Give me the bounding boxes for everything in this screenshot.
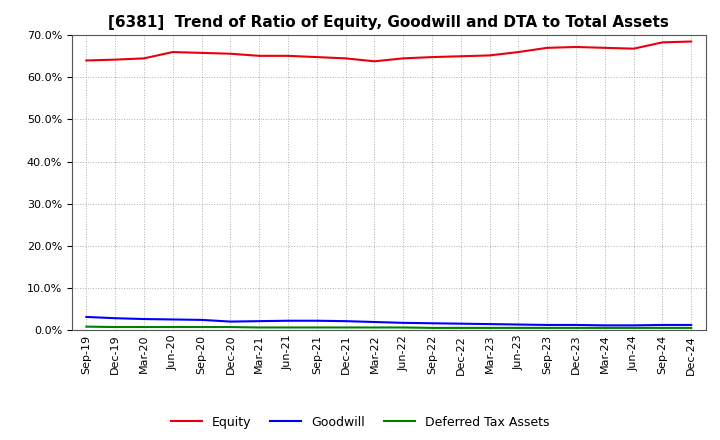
Deferred Tax Assets <box>629 325 638 330</box>
Equity <box>370 59 379 64</box>
Deferred Tax Assets <box>485 325 494 330</box>
Title: [6381]  Trend of Ratio of Equity, Goodwill and DTA to Total Assets: [6381] Trend of Ratio of Equity, Goodwil… <box>109 15 669 30</box>
Legend: Equity, Goodwill, Deferred Tax Assets: Equity, Goodwill, Deferred Tax Assets <box>166 411 554 434</box>
Goodwill <box>687 323 696 328</box>
Goodwill <box>255 319 264 324</box>
Goodwill <box>226 319 235 324</box>
Equity <box>428 55 436 60</box>
Goodwill <box>629 323 638 328</box>
Goodwill <box>658 323 667 328</box>
Deferred Tax Assets <box>370 325 379 330</box>
Deferred Tax Assets <box>687 325 696 330</box>
Deferred Tax Assets <box>428 325 436 330</box>
Goodwill <box>485 322 494 327</box>
Equity <box>111 57 120 62</box>
Deferred Tax Assets <box>514 325 523 330</box>
Equity <box>399 56 408 61</box>
Equity <box>485 53 494 58</box>
Goodwill <box>370 319 379 325</box>
Equity <box>226 51 235 56</box>
Deferred Tax Assets <box>600 325 609 330</box>
Deferred Tax Assets <box>341 325 350 330</box>
Deferred Tax Assets <box>312 325 321 330</box>
Goodwill <box>341 319 350 324</box>
Equity <box>456 54 465 59</box>
Goodwill <box>428 321 436 326</box>
Equity <box>658 40 667 45</box>
Equity <box>572 44 580 50</box>
Equity <box>255 53 264 59</box>
Deferred Tax Assets <box>658 325 667 330</box>
Equity <box>168 49 177 55</box>
Deferred Tax Assets <box>168 324 177 330</box>
Goodwill <box>399 320 408 326</box>
Goodwill <box>572 323 580 328</box>
Goodwill <box>456 321 465 326</box>
Goodwill <box>82 314 91 319</box>
Goodwill <box>284 318 292 323</box>
Deferred Tax Assets <box>140 324 148 330</box>
Equity <box>312 55 321 60</box>
Equity <box>140 56 148 61</box>
Equity <box>284 53 292 59</box>
Line: Goodwill: Goodwill <box>86 317 691 325</box>
Goodwill <box>111 315 120 321</box>
Equity <box>629 46 638 51</box>
Equity <box>543 45 552 51</box>
Goodwill <box>140 316 148 322</box>
Deferred Tax Assets <box>226 324 235 330</box>
Deferred Tax Assets <box>255 325 264 330</box>
Deferred Tax Assets <box>111 324 120 330</box>
Equity <box>197 50 206 55</box>
Goodwill <box>312 318 321 323</box>
Goodwill <box>514 322 523 327</box>
Equity <box>82 58 91 63</box>
Goodwill <box>168 317 177 322</box>
Deferred Tax Assets <box>82 324 91 329</box>
Deferred Tax Assets <box>543 325 552 330</box>
Line: Equity: Equity <box>86 41 691 61</box>
Equity <box>600 45 609 51</box>
Equity <box>341 56 350 61</box>
Equity <box>687 39 696 44</box>
Line: Deferred Tax Assets: Deferred Tax Assets <box>86 326 691 328</box>
Deferred Tax Assets <box>284 325 292 330</box>
Goodwill <box>197 317 206 323</box>
Equity <box>514 49 523 55</box>
Deferred Tax Assets <box>572 325 580 330</box>
Goodwill <box>600 323 609 328</box>
Deferred Tax Assets <box>399 325 408 330</box>
Goodwill <box>543 323 552 328</box>
Deferred Tax Assets <box>197 324 206 330</box>
Deferred Tax Assets <box>456 325 465 330</box>
